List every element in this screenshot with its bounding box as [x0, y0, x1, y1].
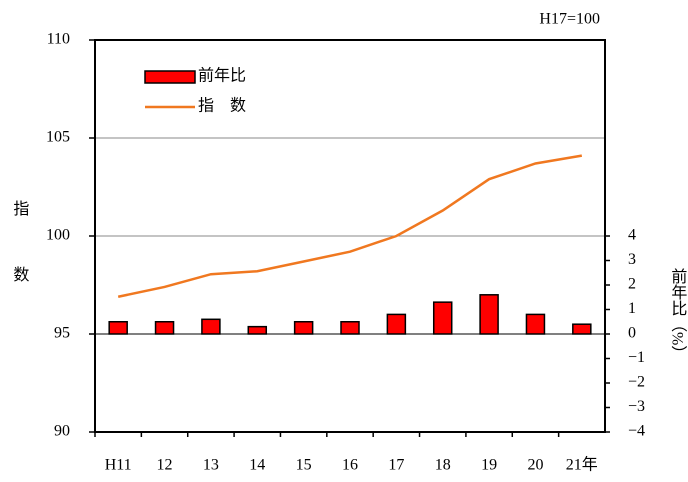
- y2-tick-label: 1: [628, 300, 636, 317]
- y-axis-label: 指数: [10, 200, 29, 332]
- x-tick-label: 14: [249, 457, 265, 474]
- bar: [201, 318, 221, 335]
- bar: [525, 313, 546, 335]
- x-tick-label: 13: [203, 457, 219, 474]
- bar: [340, 321, 360, 335]
- legend-label: 前年比: [198, 67, 246, 85]
- y-tick-label: 95: [54, 325, 70, 342]
- y2-tick-label: 0: [628, 325, 636, 342]
- x-tick-label: H11: [105, 457, 132, 474]
- y2-tick-label: 4: [628, 227, 636, 244]
- x-tick-label: 21年: [566, 456, 598, 474]
- bar: [432, 301, 453, 335]
- y2-tick-label: 2: [628, 276, 636, 293]
- x-tick-label: 20: [527, 457, 543, 474]
- legend-swatch: [144, 70, 196, 84]
- x-tick-label: 19: [481, 457, 497, 474]
- plot-frame: [94, 39, 606, 433]
- y-tick-label: 100: [46, 227, 70, 244]
- y2-tick-label: 3: [628, 251, 636, 268]
- y2-tick-label: −3: [628, 398, 645, 415]
- legend-label: 指 数: [198, 97, 246, 115]
- bar: [479, 294, 499, 335]
- line: [117, 154, 583, 298]
- x-tick-label: 18: [435, 457, 451, 474]
- y-tick-label: 105: [46, 129, 70, 146]
- bar: [247, 325, 268, 335]
- bar: [108, 321, 128, 335]
- bar: [386, 313, 407, 335]
- y-tick-label: 90: [54, 423, 70, 440]
- x-tick-label: 12: [157, 457, 173, 474]
- x-tick-label: 15: [296, 457, 312, 474]
- y2-tick-label: −2: [628, 374, 645, 391]
- y2-tick-label: −1: [628, 349, 645, 366]
- x-tick-label: 17: [388, 457, 404, 474]
- x-tick-label: 16: [342, 457, 358, 474]
- bar: [293, 321, 314, 335]
- annotation: H17=100: [539, 11, 600, 28]
- bar: [572, 323, 592, 335]
- y2-tick-label: −4: [628, 423, 645, 440]
- y-tick-label: 110: [47, 31, 70, 48]
- bar: [154, 321, 175, 335]
- y2-axis-label: 前年比（%）: [668, 268, 687, 361]
